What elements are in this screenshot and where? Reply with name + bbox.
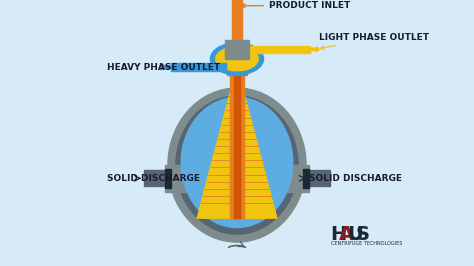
Ellipse shape (216, 47, 258, 71)
Bar (225, 40, 249, 59)
Text: H: H (330, 225, 346, 244)
Bar (307, 171, 330, 186)
Ellipse shape (181, 97, 293, 227)
Polygon shape (197, 67, 277, 218)
Bar (230, 53, 244, 218)
Bar (144, 171, 167, 186)
Ellipse shape (210, 43, 264, 75)
FancyArrow shape (310, 47, 319, 52)
Ellipse shape (168, 88, 306, 242)
Bar (249, 45, 310, 53)
Text: U: U (347, 225, 363, 244)
Bar (165, 165, 189, 192)
Bar (171, 63, 227, 71)
Text: SOLID DISCHARGE: SOLID DISCHARGE (309, 174, 401, 183)
Bar (232, 1, 242, 53)
Bar (303, 169, 309, 188)
Text: LIGHT PHASE OUTLET: LIGHT PHASE OUTLET (319, 33, 429, 49)
Text: A: A (338, 225, 354, 244)
Text: SOLID DISCHARGE: SOLID DISCHARGE (107, 174, 200, 183)
Text: HEAVY PHASE OUTLET: HEAVY PHASE OUTLET (107, 63, 220, 72)
Text: CENTRIFUGE TECHNOLOGIES: CENTRIFUGE TECHNOLOGIES (331, 241, 402, 246)
Text: S: S (356, 225, 370, 244)
Bar (285, 165, 309, 192)
FancyArrow shape (161, 65, 171, 69)
Ellipse shape (176, 96, 298, 234)
Bar (165, 169, 171, 188)
Bar (227, 43, 247, 75)
Text: PRODUCT INLET: PRODUCT INLET (241, 1, 350, 10)
Bar (234, 64, 240, 218)
